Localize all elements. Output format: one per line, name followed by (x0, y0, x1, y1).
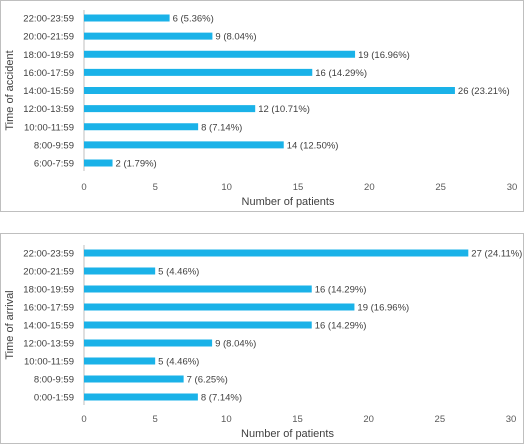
arrival-x-tick-label: 15 (292, 414, 303, 425)
accident-bar (84, 159, 113, 167)
accident-x-tick-label: 30 (507, 182, 518, 193)
arrival-bar (84, 267, 156, 275)
arrival-category-label: 10:00-11:59 (24, 357, 74, 368)
accident-category-label: 6:00-7:59 (34, 159, 74, 170)
arrival-category-label: 8:00-9:59 (34, 375, 74, 386)
arrival-x-tick-label: 25 (435, 414, 446, 425)
accident-data-label: 9 (8.04%) (215, 32, 256, 43)
accident-bar (84, 50, 356, 58)
arrival-x-tick-label: 5 (153, 414, 158, 425)
arrival-category-label: 14:00-15:59 (23, 321, 74, 332)
accident-x-tick-label: 20 (364, 182, 375, 193)
accident-data-label: 26 (23.21%) (458, 86, 510, 97)
arrival-bar (84, 393, 198, 401)
arrival-x-axis-title: Number of patients (241, 428, 334, 440)
accident-data-label: 2 (1.79%) (116, 159, 157, 170)
arrival-bar (84, 321, 312, 329)
arrival-category-label: 0:00-1:59 (34, 393, 74, 404)
arrival-category-label: 22:00-23:59 (23, 249, 74, 260)
arrival-data-label: 5 (4.46%) (158, 267, 199, 278)
accident-x-axis-title: Number of patients (242, 196, 335, 208)
chart-svg-time-of-arrival: 0:00-1:59 8 (7.14%) 8:00-9:59 7 (6.25%) 10:0… (4, 245, 522, 440)
chart-svg-time-of-accident: 6:00-7:59 2 (1.79%) 8:00-9:59 14 (12.50%) 10… (4, 10, 518, 208)
accident-x-tick-label: 5 (153, 182, 158, 193)
arrival-y-axis-title: Time of arrival (4, 290, 16, 359)
arrival-x-tick-label: 0 (81, 414, 86, 425)
accident-data-label: 12 (10.71%) (258, 104, 310, 115)
arrival-bar (84, 249, 469, 257)
accident-x-tick-label: 10 (221, 182, 232, 193)
accident-x-tick-label: 25 (435, 182, 446, 193)
arrival-data-label: 5 (4.46%) (158, 357, 199, 368)
arrival-category-label: 18:00-19:59 (23, 285, 74, 296)
arrival-data-label: 7 (6.25%) (187, 375, 228, 386)
accident-bar (84, 123, 199, 131)
accident-data-label: 14 (12.50%) (287, 140, 339, 151)
accident-category-label: 14:00-15:59 (23, 86, 74, 97)
arrival-bar (84, 339, 213, 347)
arrival-x-tick-label: 10 (221, 414, 232, 425)
arrival-bar (84, 357, 156, 365)
accident-bar (84, 14, 170, 22)
accident-bar (84, 141, 284, 149)
arrival-bar (84, 285, 312, 293)
accident-bar (84, 105, 256, 113)
accident-category-label: 8:00-9:59 (34, 140, 74, 151)
arrival-data-label: 16 (14.29%) (315, 285, 367, 296)
arrival-data-label: 27 (24.11%) (471, 249, 522, 260)
accident-category-label: 10:00-11:59 (24, 122, 74, 133)
accident-x-tick-label: 15 (293, 182, 304, 193)
arrival-bar (84, 303, 355, 311)
accident-bar (84, 32, 213, 40)
accident-category-label: 20:00-21:59 (23, 32, 74, 43)
chart-time-of-accident: 6:00-7:59 2 (1.79%) 8:00-9:59 14 (12.50%) 10… (0, 0, 524, 212)
chart-time-of-arrival: 0:00-1:59 8 (7.14%) 8:00-9:59 7 (6.25%) 10:0… (0, 233, 524, 444)
arrival-bar (84, 375, 184, 383)
arrival-data-label: 9 (8.04%) (215, 339, 256, 350)
accident-category-label: 18:00-19:59 (23, 50, 74, 61)
arrival-x-tick-label: 20 (363, 414, 374, 425)
accident-data-label: 6 (5.36%) (173, 14, 214, 25)
arrival-data-label: 16 (14.29%) (315, 321, 367, 332)
arrival-category-label: 12:00-13:59 (23, 339, 74, 350)
arrival-category-label: 20:00-21:59 (23, 267, 74, 278)
accident-y-axis-title: Time of accident (4, 50, 16, 130)
accident-category-label: 22:00-23:59 (23, 14, 74, 25)
accident-category-label: 16:00-17:59 (23, 68, 74, 79)
arrival-category-label: 16:00-17:59 (23, 303, 74, 314)
accident-bar (84, 87, 455, 94)
accident-x-tick-label: 0 (81, 182, 86, 193)
accident-bar (84, 68, 313, 76)
accident-data-label: 16 (14.29%) (315, 68, 367, 79)
arrival-x-tick-label: 30 (506, 414, 517, 425)
accident-data-label: 19 (16.96%) (358, 50, 410, 61)
arrival-data-label: 8 (7.14%) (201, 393, 242, 404)
arrival-data-label: 19 (16.96%) (357, 303, 409, 314)
accident-category-label: 12:00-13:59 (23, 104, 74, 115)
accident-data-label: 8 (7.14%) (201, 122, 242, 133)
